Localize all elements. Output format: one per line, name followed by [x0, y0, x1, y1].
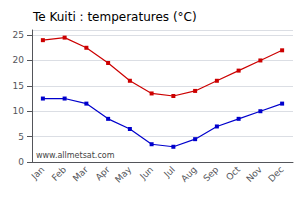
svg-text:Jan: Jan — [29, 164, 47, 182]
svg-text:May: May — [113, 164, 134, 185]
svg-text:Apr: Apr — [94, 164, 112, 182]
svg-text:0: 0 — [18, 157, 24, 167]
svg-text:Feb: Feb — [50, 164, 69, 183]
svg-text:Nov: Nov — [244, 164, 264, 184]
svg-text:Jul: Jul — [161, 164, 176, 179]
svg-text:Mar: Mar — [71, 164, 90, 183]
svg-text:10: 10 — [13, 106, 25, 116]
svg-text:5: 5 — [18, 132, 24, 142]
svg-text:20: 20 — [13, 55, 25, 65]
svg-text:25: 25 — [13, 30, 24, 40]
svg-text:15: 15 — [13, 81, 24, 91]
svg-text:Dec: Dec — [266, 164, 285, 183]
svg-text:Aug: Aug — [179, 164, 198, 183]
svg-text:Oct: Oct — [224, 164, 242, 182]
svg-text:www.allmetsat.com: www.allmetsat.com — [36, 151, 115, 160]
svg-text:Jun: Jun — [137, 164, 155, 182]
svg-text:Sep: Sep — [201, 164, 220, 183]
svg-text:Te Kuiti : temperatures (°C): Te Kuiti : temperatures (°C) — [32, 10, 197, 24]
